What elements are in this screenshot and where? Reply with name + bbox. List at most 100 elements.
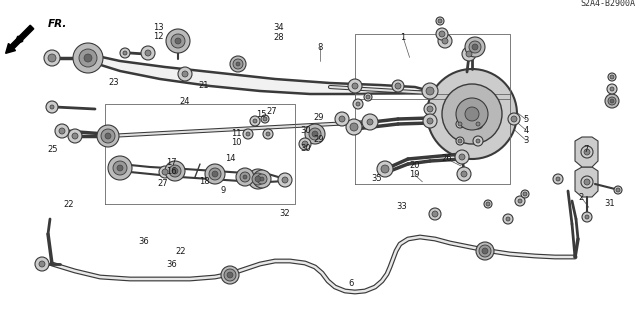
Circle shape <box>457 167 471 181</box>
Circle shape <box>44 50 60 66</box>
Circle shape <box>585 215 589 219</box>
Circle shape <box>427 118 433 124</box>
Circle shape <box>46 101 58 113</box>
Text: 1: 1 <box>401 33 406 42</box>
Circle shape <box>362 114 378 130</box>
Text: 33: 33 <box>397 202 407 211</box>
Circle shape <box>59 128 65 134</box>
Circle shape <box>55 124 69 138</box>
Circle shape <box>511 116 517 122</box>
Circle shape <box>255 176 261 182</box>
Circle shape <box>346 119 362 135</box>
Circle shape <box>117 165 123 171</box>
Circle shape <box>282 177 288 183</box>
Circle shape <box>432 211 438 217</box>
Text: 30: 30 <box>301 144 311 153</box>
Text: 36: 36 <box>139 237 149 246</box>
Text: 36: 36 <box>166 260 177 269</box>
Circle shape <box>108 156 132 180</box>
Text: FR.: FR. <box>48 19 67 29</box>
Circle shape <box>250 116 260 126</box>
Circle shape <box>236 168 254 186</box>
Circle shape <box>610 87 614 91</box>
Circle shape <box>101 129 115 143</box>
Circle shape <box>472 44 478 50</box>
Text: 14: 14 <box>225 154 236 163</box>
Circle shape <box>469 41 481 53</box>
Text: 24: 24 <box>179 97 189 106</box>
Text: 5: 5 <box>524 115 529 124</box>
Circle shape <box>581 176 593 188</box>
Text: 15: 15 <box>256 110 266 119</box>
Circle shape <box>442 38 448 44</box>
FancyArrow shape <box>6 25 34 53</box>
Circle shape <box>473 119 483 129</box>
Circle shape <box>608 73 616 81</box>
Circle shape <box>302 141 308 147</box>
Circle shape <box>35 257 49 271</box>
Circle shape <box>72 133 78 139</box>
Circle shape <box>438 19 442 23</box>
Text: S2A4-B2900A: S2A4-B2900A <box>580 0 635 8</box>
Text: 11: 11 <box>232 129 242 138</box>
Circle shape <box>581 146 593 158</box>
Circle shape <box>607 84 617 94</box>
Circle shape <box>523 192 527 196</box>
Circle shape <box>335 112 349 126</box>
Text: 16: 16 <box>166 167 177 176</box>
Circle shape <box>479 245 491 257</box>
Circle shape <box>515 196 525 206</box>
Circle shape <box>353 99 363 109</box>
Text: 30: 30 <box>301 126 311 135</box>
Circle shape <box>105 133 111 139</box>
Circle shape <box>339 116 345 122</box>
Circle shape <box>482 248 488 254</box>
Circle shape <box>381 165 389 173</box>
Circle shape <box>278 173 292 187</box>
Circle shape <box>227 272 233 278</box>
Circle shape <box>50 105 54 109</box>
Circle shape <box>506 217 510 221</box>
Text: 17: 17 <box>166 158 177 167</box>
Circle shape <box>367 119 373 125</box>
Text: 22: 22 <box>64 200 74 209</box>
Circle shape <box>84 54 92 62</box>
Circle shape <box>68 129 82 143</box>
Circle shape <box>230 56 246 72</box>
Circle shape <box>243 175 247 179</box>
Circle shape <box>456 120 464 128</box>
Text: 29: 29 <box>314 113 324 122</box>
Circle shape <box>503 214 513 224</box>
Circle shape <box>141 46 155 60</box>
Circle shape <box>243 129 253 139</box>
Circle shape <box>458 122 462 126</box>
Text: 13: 13 <box>154 23 164 32</box>
Text: 4: 4 <box>524 126 529 135</box>
Circle shape <box>476 122 480 126</box>
Circle shape <box>350 123 358 131</box>
Text: 35: 35 <box>371 174 381 182</box>
Circle shape <box>209 168 221 180</box>
Circle shape <box>305 124 325 144</box>
Circle shape <box>221 266 239 284</box>
Text: 19: 19 <box>410 170 420 179</box>
Circle shape <box>442 84 502 144</box>
Circle shape <box>462 47 476 61</box>
Circle shape <box>166 29 190 53</box>
Circle shape <box>456 137 464 145</box>
Circle shape <box>312 131 318 137</box>
Circle shape <box>366 95 370 99</box>
Circle shape <box>466 51 472 57</box>
Circle shape <box>429 208 441 220</box>
Circle shape <box>436 28 448 40</box>
Text: 27: 27 <box>267 107 277 115</box>
Text: 12: 12 <box>154 32 164 41</box>
Circle shape <box>120 48 130 58</box>
Circle shape <box>364 93 372 101</box>
Circle shape <box>395 83 401 89</box>
Circle shape <box>424 103 436 115</box>
Circle shape <box>456 98 488 130</box>
Circle shape <box>253 119 257 123</box>
Circle shape <box>614 186 622 194</box>
Circle shape <box>159 166 171 178</box>
